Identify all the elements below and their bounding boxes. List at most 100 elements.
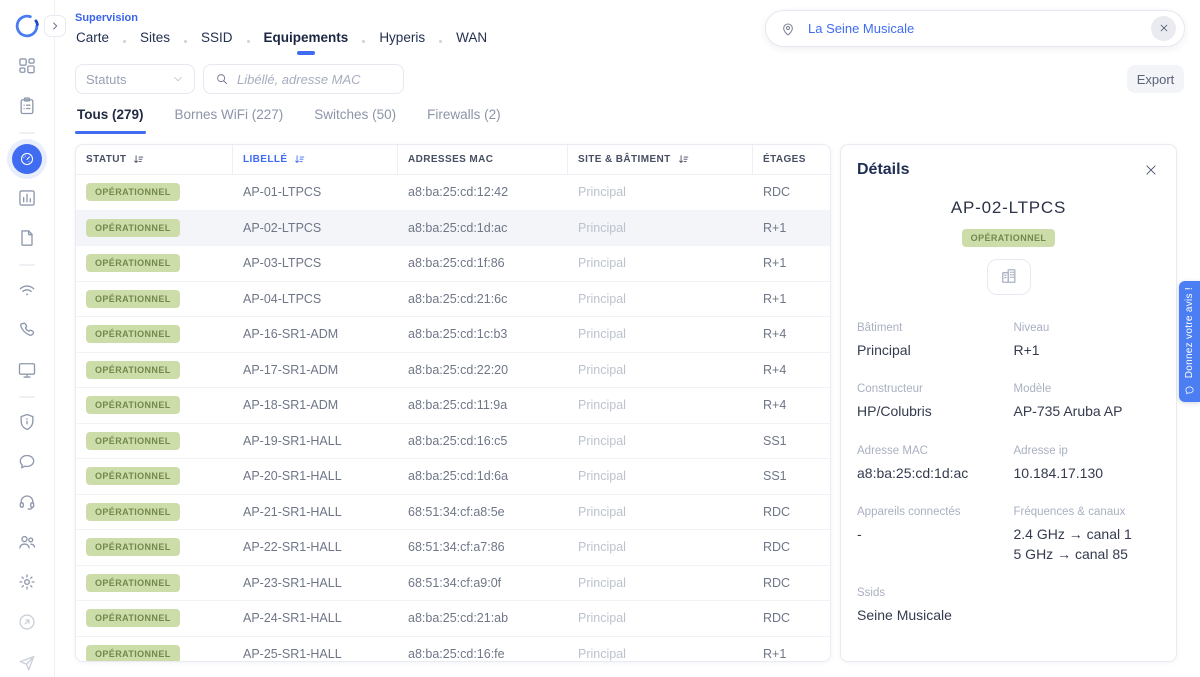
sidebar-item-settings[interactable]: [7, 563, 47, 603]
tab-firewalls[interactable]: Firewalls (2): [425, 103, 503, 134]
status-badge: OPÉRATIONNEL: [86, 183, 180, 202]
tab-bornes[interactable]: Bornes WiFi (227): [173, 103, 286, 134]
sidebar-item-users[interactable]: [7, 523, 47, 563]
table-row[interactable]: OPÉRATIONNEL AP-21-SR1-HALL 68:51:34:cf:…: [76, 494, 830, 530]
nav-item-wan[interactable]: WAN: [456, 30, 488, 45]
status-badge: OPÉRATIONNEL: [86, 644, 180, 661]
nav-item-ssid[interactable]: SSID: [201, 30, 233, 45]
table-row[interactable]: OPÉRATIONNEL AP-17-SR1-ADM a8:ba:25:cd:2…: [76, 352, 830, 388]
table-row[interactable]: OPÉRATIONNEL AP-03-LTPCS a8:ba:25:cd:1f:…: [76, 246, 830, 282]
cell-libelle: AP-20-SR1-HALL: [243, 469, 342, 484]
clear-location-button[interactable]: [1151, 16, 1176, 41]
sort-icon: [293, 153, 306, 166]
table-row[interactable]: OPÉRATIONNEL AP-16-SR1-ADM a8:ba:25:cd:1…: [76, 317, 830, 353]
cell-mac: 68:51:34:cf:a9:0f: [408, 575, 502, 590]
export-button[interactable]: Export: [1127, 65, 1184, 93]
sidebar-item-document[interactable]: [7, 219, 47, 259]
table-row[interactable]: OPÉRATIONNEL AP-18-SR1-ADM a8:ba:25:cd:1…: [76, 388, 830, 424]
table-row[interactable]: OPÉRATIONNEL AP-24-SR1-HALL a8:ba:25:cd:…: [76, 601, 830, 637]
cell-libelle: AP-19-SR1-HALL: [243, 433, 342, 448]
sidebar-collapse-button[interactable]: [44, 15, 66, 37]
cell-site: Principal: [578, 540, 626, 555]
sidebar-nav: [0, 47, 54, 677]
chat-bubble-icon: [17, 452, 37, 475]
feedback-tab[interactable]: Donnez votre avis !: [1179, 281, 1200, 402]
clipboard-icon: [17, 96, 37, 119]
sidebar-item-dashboard[interactable]: [7, 47, 47, 87]
field-value: a8:ba:25:cd:1d:ac: [857, 464, 969, 481]
sidebar-item-shield[interactable]: [7, 403, 47, 443]
table-row[interactable]: OPÉRATIONNEL AP-02-LTPCS a8:ba:25:cd:1d:…: [76, 210, 830, 246]
app-logo[interactable]: [12, 11, 42, 41]
sidebar-divider: [19, 396, 35, 398]
location-search[interactable]: La Seine Musicale: [765, 10, 1185, 47]
nav-item-sites[interactable]: Sites: [140, 30, 171, 45]
cell-site: Principal: [578, 575, 626, 590]
show-on-map-button[interactable]: [986, 259, 1031, 295]
cell-etage: R+1: [763, 646, 787, 661]
sidebar-item-clipboard[interactable]: [7, 87, 47, 127]
table-row[interactable]: OPÉRATIONNEL AP-04-LTPCS a8:ba:25:cd:21:…: [76, 281, 830, 317]
table-row[interactable]: OPÉRATIONNEL AP-19-SR1-HALL a8:ba:25:cd:…: [76, 423, 830, 459]
details-field: Adresse ip 10.184.17.130: [1014, 445, 1161, 483]
buildings-icon: [999, 266, 1019, 289]
nav-separator-dot: [439, 40, 443, 43]
nav-item-carte[interactable]: Carte: [76, 30, 110, 45]
status-badge: OPÉRATIONNEL: [86, 325, 180, 344]
table-row[interactable]: OPÉRATIONNEL AP-20-SR1-HALL a8:ba:25:cd:…: [76, 459, 830, 495]
nav-separator-dot: [123, 40, 127, 43]
sort-icon: [677, 153, 690, 166]
cell-mac: a8:ba:25:cd:16:c5: [408, 433, 508, 448]
column-header-statut[interactable]: STATUT: [76, 145, 233, 174]
nav-item-equipements[interactable]: Equipements: [263, 28, 350, 55]
field-value: HP/Colubris: [857, 403, 932, 420]
sidebar-item-external-link[interactable]: [7, 603, 47, 643]
cell-etage: R+4: [763, 362, 787, 377]
field-value: 10.184.17.130: [1013, 464, 1104, 481]
cell-mac: a8:ba:25:cd:1f:86: [408, 256, 505, 271]
field-label: Constructeur: [857, 383, 923, 396]
tab-tous[interactable]: Tous (279): [75, 103, 146, 134]
table-row[interactable]: OPÉRATIONNEL AP-22-SR1-HALL 68:51:34:cf:…: [76, 530, 830, 566]
sidebar-item-headset[interactable]: [7, 483, 47, 523]
table-row[interactable]: OPÉRATIONNEL AP-23-SR1-HALL 68:51:34:cf:…: [76, 565, 830, 601]
bar-chart-icon: [17, 188, 37, 211]
field-label: Ssids: [857, 587, 886, 600]
cell-etage: R+4: [763, 327, 787, 342]
sidebar-item-wifi[interactable]: [7, 271, 47, 311]
sidebar-item-gauge[interactable]: [7, 139, 47, 179]
tab-switches[interactable]: Switches (50): [312, 103, 398, 134]
nav-separator-dot: [362, 40, 366, 43]
sort-icon: [132, 153, 145, 166]
nav-separator-dot: [184, 40, 188, 43]
close-icon: [1159, 21, 1169, 36]
details-close-button[interactable]: [1142, 161, 1160, 182]
sidebar-item-chat-bubble[interactable]: [7, 443, 47, 483]
details-field: Bâtiment Principal: [857, 322, 1004, 360]
cell-libelle: AP-04-LTPCS: [243, 291, 322, 306]
field-label: Adresse MAC: [857, 444, 928, 457]
sidebar-item-monitor[interactable]: [7, 351, 47, 391]
users-icon: [17, 532, 37, 555]
wifi-icon: [17, 280, 37, 303]
sidebar-item-phone[interactable]: [7, 311, 47, 351]
status-badge: OPÉRATIONNEL: [86, 502, 180, 521]
status-badge: OPÉRATIONNEL: [86, 396, 180, 415]
table-row[interactable]: OPÉRATIONNEL AP-25-SR1-HALL a8:ba:25:cd:…: [76, 636, 830, 661]
cell-etage: SS1: [763, 433, 787, 448]
status-filter-select[interactable]: Statuts: [75, 64, 195, 94]
monitor-icon: [17, 360, 37, 383]
sidebar-item-bar-chart[interactable]: [7, 179, 47, 219]
table-row[interactable]: OPÉRATIONNEL AP-01-LTPCS a8:ba:25:cd:12:…: [76, 175, 830, 211]
status-badge: OPÉRATIONNEL: [86, 467, 180, 486]
cell-mac: a8:ba:25:cd:1c:b3: [408, 327, 508, 342]
table-search-input[interactable]: [237, 71, 392, 87]
column-header-libelle[interactable]: LIBELLÉ: [233, 145, 398, 174]
status-filter-placeholder: Statuts: [86, 71, 127, 87]
column-header-site-batiment[interactable]: SITE & BÂTIMENT: [568, 145, 753, 174]
sidebar-item-paper-plane[interactable]: [7, 643, 47, 677]
column-header-etages: ÉTAGES: [763, 154, 806, 165]
nav-item-hyperis[interactable]: Hyperis: [379, 30, 426, 45]
field-value: Seine Musicale: [857, 607, 952, 624]
